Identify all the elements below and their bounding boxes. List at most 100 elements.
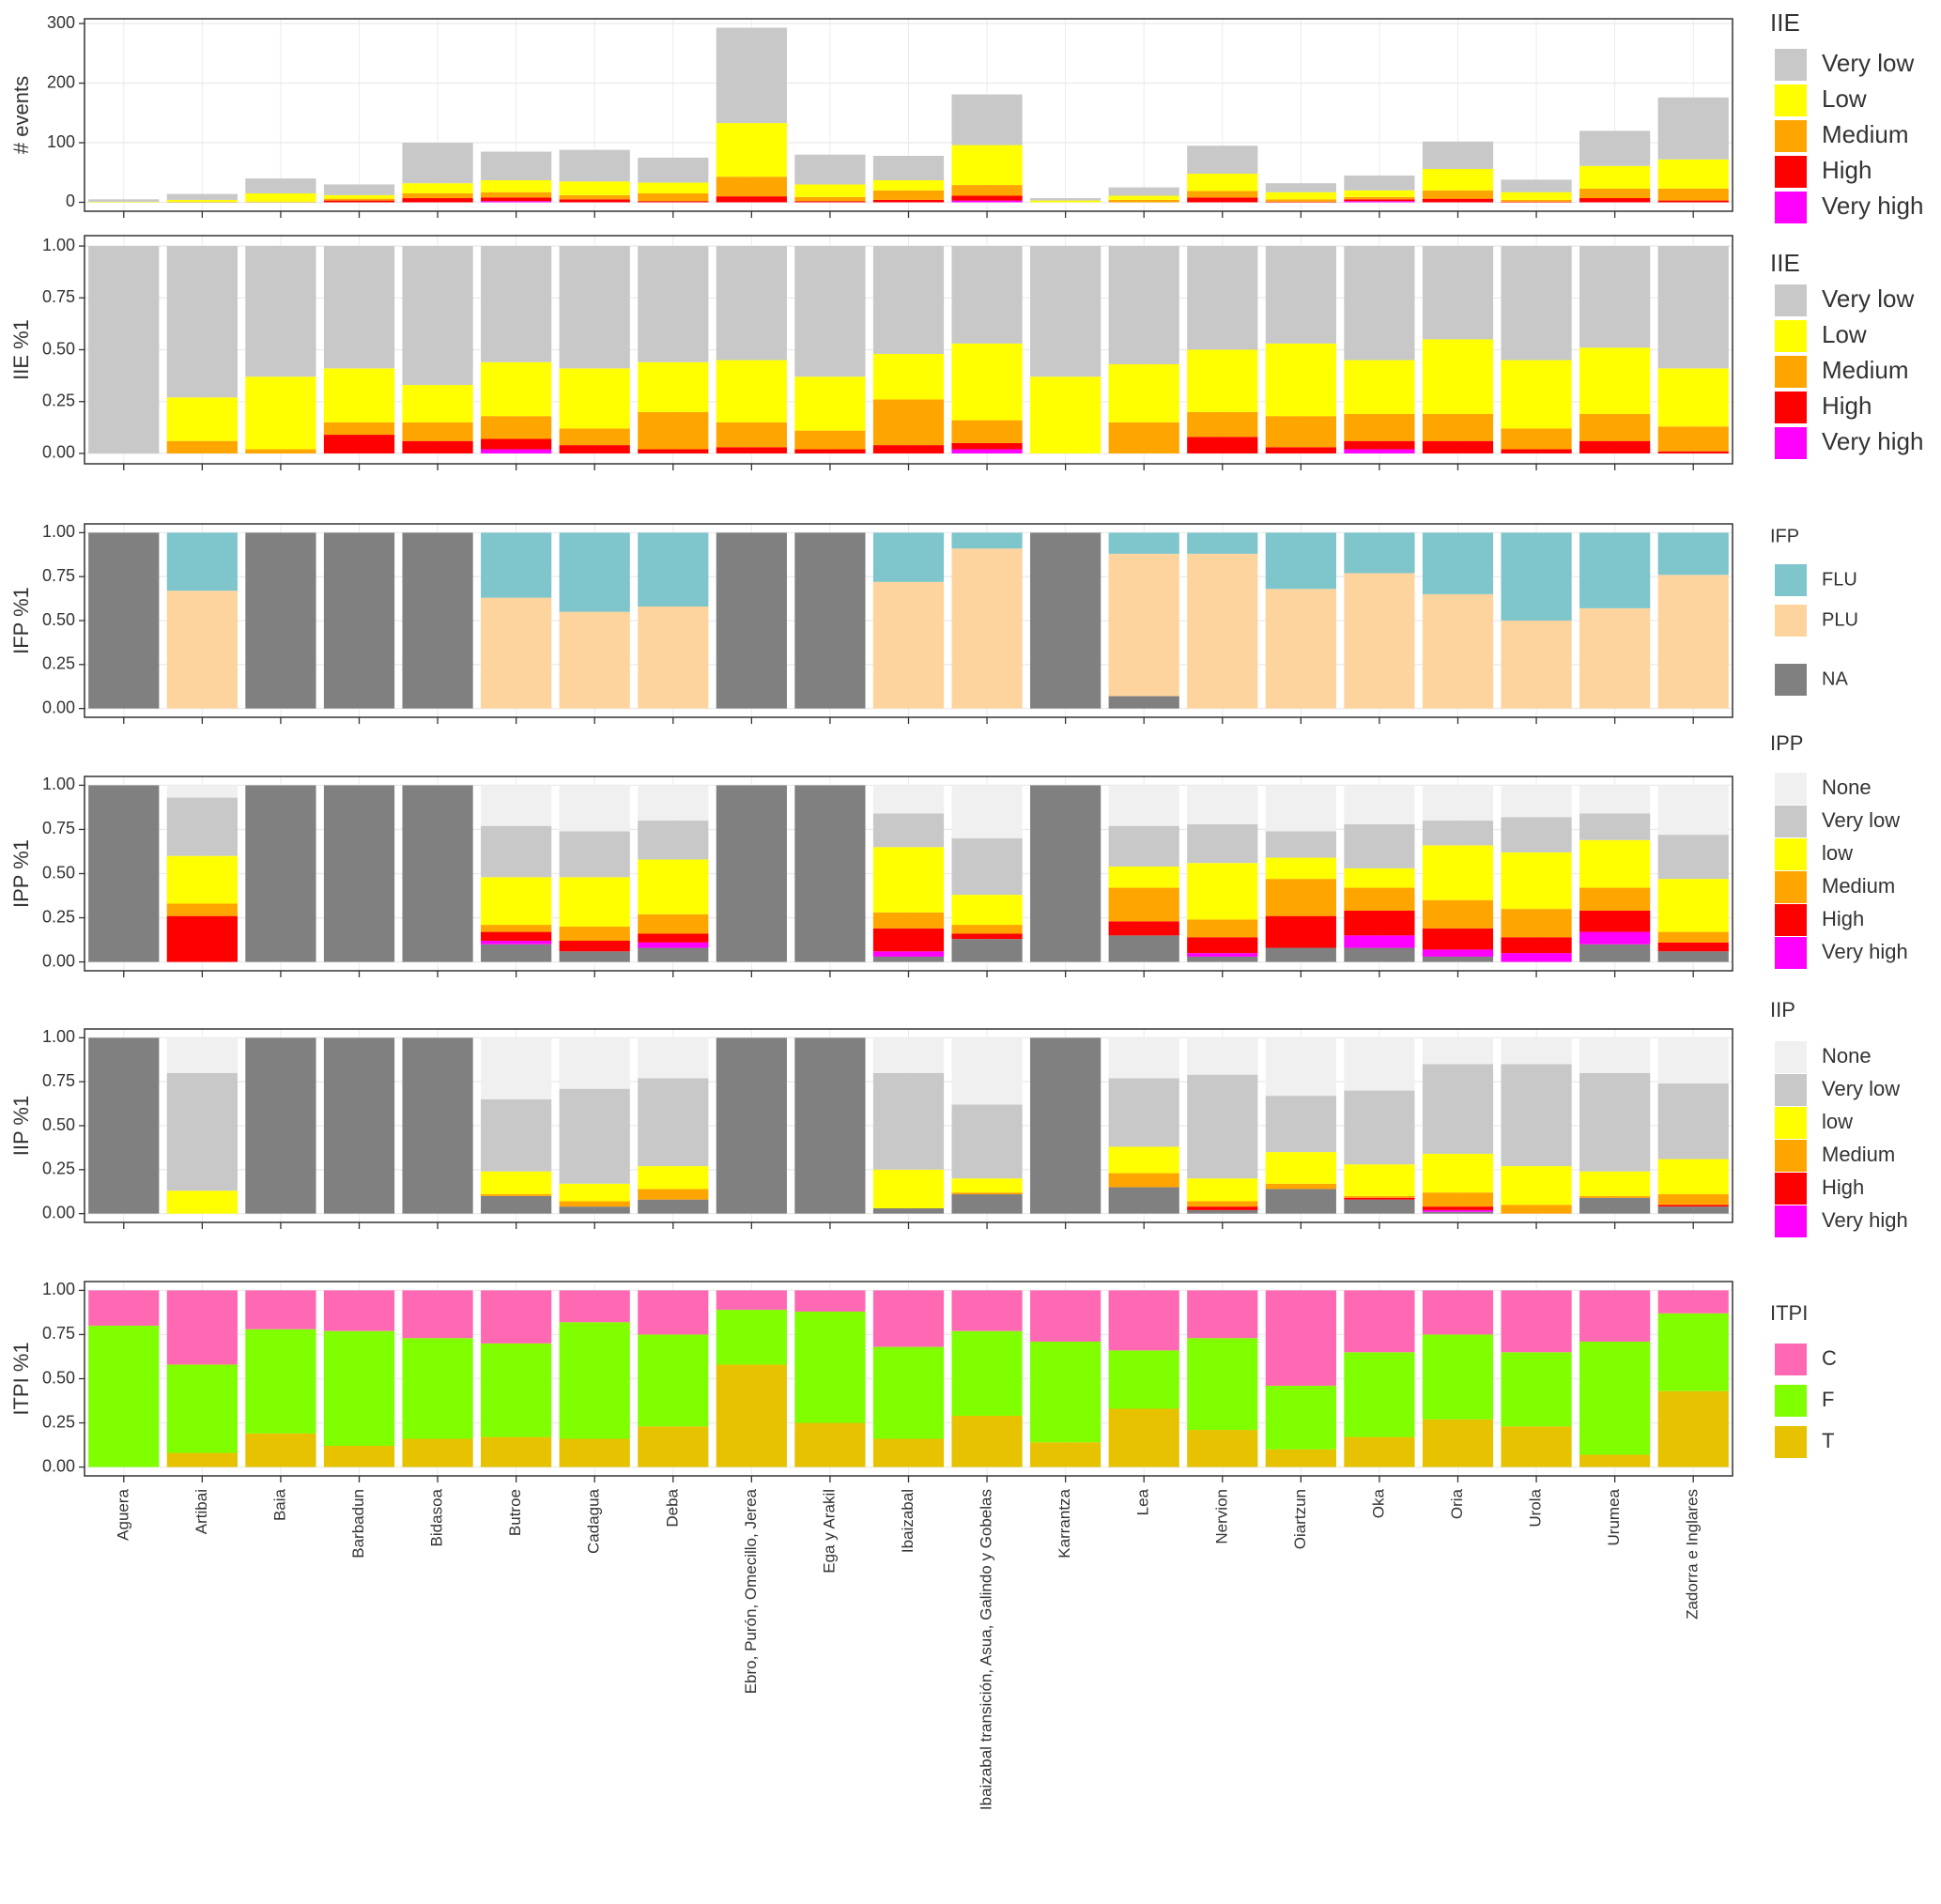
y-tick-label: 100 xyxy=(47,132,75,151)
bar-segment xyxy=(1657,835,1729,880)
bar-segment xyxy=(1108,1173,1179,1188)
bar-segment xyxy=(1657,451,1729,453)
bar-segment xyxy=(951,420,1023,443)
bar-segment xyxy=(1108,785,1179,826)
y-tick-label: 0.25 xyxy=(42,654,75,673)
bar-segment xyxy=(323,1037,395,1214)
x-tick-label: Baia xyxy=(270,1488,288,1521)
y-tick-label: 200 xyxy=(47,72,75,91)
bar-segment xyxy=(323,184,395,195)
bar-segment xyxy=(402,440,473,453)
bar-segment xyxy=(1422,168,1494,191)
bar-segment xyxy=(872,912,945,929)
bar-segment xyxy=(638,246,709,362)
bar-segment xyxy=(323,198,395,201)
bar-segment xyxy=(1108,363,1179,422)
y-tick-label: 0.25 xyxy=(42,391,75,409)
bar-segment xyxy=(1187,1430,1258,1467)
bar-segment xyxy=(559,1201,630,1207)
bar-segment xyxy=(559,1290,630,1323)
legend-label: FLU xyxy=(1822,569,1857,590)
bar-segment xyxy=(951,185,1023,196)
bar-segment xyxy=(872,399,945,446)
bar-segment xyxy=(1501,199,1572,202)
bar-segment xyxy=(872,155,945,180)
y-tick-label: 0.25 xyxy=(42,1412,75,1431)
bar-segment xyxy=(402,385,473,422)
bar-segment xyxy=(1579,532,1651,608)
legend-key xyxy=(1775,1107,1807,1139)
bar-segment xyxy=(1265,343,1336,417)
bar-segment xyxy=(481,179,552,192)
bar-segment xyxy=(1422,1209,1494,1212)
bar-segment xyxy=(638,201,709,203)
bar-segment xyxy=(1657,1313,1729,1391)
y-tick-label: 0.75 xyxy=(42,566,75,585)
bar-segment xyxy=(1422,1037,1494,1065)
legend-key xyxy=(1775,904,1807,936)
bar-segment xyxy=(951,1416,1023,1467)
legend-key xyxy=(1775,1041,1807,1073)
bar-segment xyxy=(166,785,238,798)
y-axis-title: IIP %1 xyxy=(9,1096,33,1156)
bar-segment xyxy=(638,942,709,948)
bar-segment xyxy=(951,145,1023,186)
legend-title: IIE xyxy=(1770,249,1800,277)
bar-segment xyxy=(1501,1426,1572,1467)
bar-segment xyxy=(559,149,630,182)
bar-segment xyxy=(1501,1205,1572,1214)
bar-segment xyxy=(1265,785,1336,832)
bar-segment xyxy=(559,941,630,952)
bar-segment xyxy=(1344,1197,1415,1200)
bar-segment xyxy=(716,1310,787,1365)
bar-segment xyxy=(638,859,709,914)
bar-segment xyxy=(1187,411,1258,438)
legend-key xyxy=(1775,605,1807,637)
bar-segment xyxy=(166,903,238,916)
bar-segment xyxy=(638,1078,709,1167)
bar-segment xyxy=(951,548,1023,709)
bar-segment xyxy=(872,1290,945,1347)
bar-segment xyxy=(1187,956,1258,962)
bar-segment xyxy=(559,1206,630,1214)
bar-segment xyxy=(1657,1290,1729,1313)
bar-segment xyxy=(88,201,160,203)
legend-key xyxy=(1775,49,1807,81)
bar-segment xyxy=(481,532,552,598)
bar-segment xyxy=(559,532,630,612)
bar-segment xyxy=(1344,532,1415,574)
bar-segment xyxy=(1579,1197,1651,1214)
bar-segment xyxy=(402,422,473,441)
bar-segment xyxy=(323,200,395,203)
bar-segment xyxy=(951,933,1023,940)
bar-segment xyxy=(1030,785,1101,962)
bar-segment xyxy=(951,195,1023,201)
legend-label: low xyxy=(1822,841,1853,865)
bar-segment xyxy=(402,1438,473,1467)
x-tick-label: Ibaizabal transición, Asua, Galindo y Go… xyxy=(978,1489,995,1810)
y-tick-label: 0.75 xyxy=(42,287,75,306)
bar-segment xyxy=(716,27,787,124)
bar-segment xyxy=(1422,899,1494,929)
bar-segment xyxy=(1579,944,1651,962)
bar-segment xyxy=(245,246,316,377)
bar-segment xyxy=(794,449,866,453)
bar-segment xyxy=(245,1037,316,1214)
bar-segment xyxy=(1265,1096,1336,1153)
bar-segment xyxy=(951,1330,1023,1417)
bar-segment xyxy=(481,246,552,362)
bar-segment xyxy=(1187,146,1258,175)
legend-key xyxy=(1775,773,1807,805)
bar-segment xyxy=(638,1426,709,1467)
bar-segment xyxy=(638,1037,709,1079)
bar-segment xyxy=(716,447,787,453)
bar-segment xyxy=(951,1178,1023,1193)
bar-segment xyxy=(1422,532,1494,594)
legend-key xyxy=(1775,806,1807,837)
bar-segment xyxy=(1422,1153,1494,1193)
bar-segment xyxy=(1108,1350,1179,1409)
bar-segment xyxy=(166,246,238,398)
x-tick-label: Zadorra e Inglares xyxy=(1684,1489,1702,1620)
y-axis-title: IPP %1 xyxy=(9,839,33,908)
bar-segment xyxy=(1344,1199,1415,1214)
